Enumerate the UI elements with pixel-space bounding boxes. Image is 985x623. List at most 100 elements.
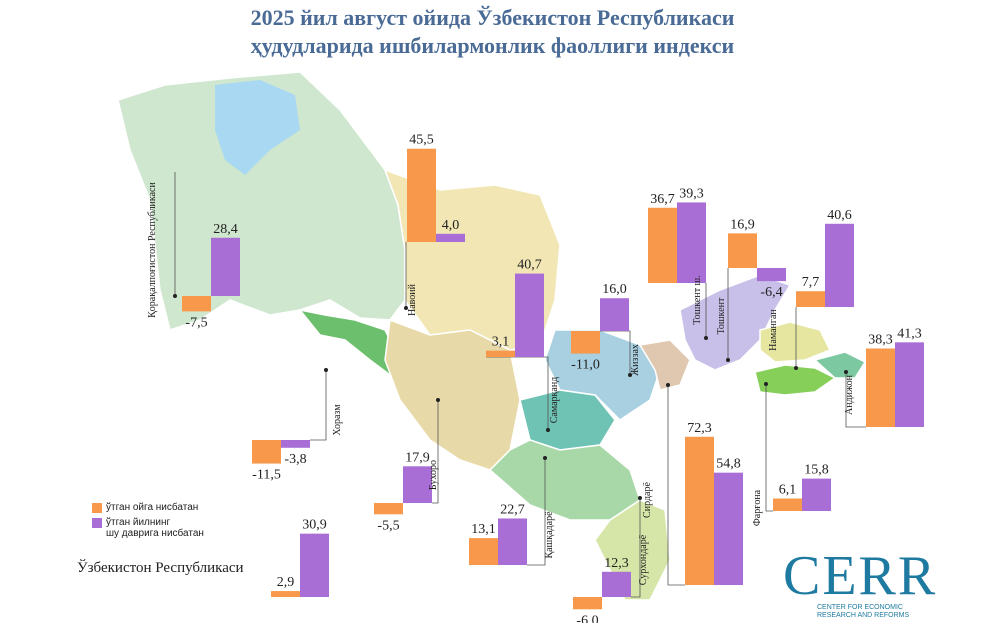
logo-line2: RESEARCH AND REFORMS — [817, 612, 910, 619]
data-label: 39,3 — [679, 186, 704, 201]
data-label: -7,5 — [185, 315, 207, 330]
region-name: Фарғона — [752, 489, 763, 526]
region-name: Қорақалпоғистон Республикаси — [147, 182, 158, 318]
legend-item-year: ўтган йилнинг шу даврига нисбатан — [92, 517, 204, 539]
bar-year — [498, 518, 527, 565]
data-label: -6,4 — [760, 285, 782, 300]
cerr-logo: CERR CENTER FOR ECONOMIC RESEARCH AND RE… — [783, 548, 958, 619]
data-label: 3,1 — [492, 335, 510, 350]
bar-group: 6,1 15,8 Фарғона — [752, 463, 831, 526]
legend-item-month: ўтган ойга нисбатан — [92, 502, 204, 513]
region-marker — [324, 368, 328, 372]
bar-year — [895, 342, 924, 427]
region-name: Сирдарё — [642, 482, 653, 518]
bar-month — [571, 331, 600, 354]
region-name: Сурхондарё — [638, 534, 649, 585]
map-region-andijan — [813, 351, 867, 379]
bar-month — [648, 207, 677, 283]
data-label: 16,9 — [730, 217, 755, 232]
bar-year — [714, 472, 743, 585]
bar-month — [796, 291, 825, 307]
leader-line — [432, 400, 439, 504]
data-label: 4,0 — [442, 218, 460, 233]
bar-group: 72,3 54,8 Сирдарё — [642, 421, 743, 585]
bar-year — [677, 202, 706, 283]
region-marker — [543, 456, 547, 460]
leader-line — [527, 458, 546, 566]
bar-month — [728, 233, 757, 268]
legend-label-month: ўтган ойга нисбатан — [106, 502, 199, 513]
bar-year — [515, 273, 544, 357]
data-label: 2,9 — [277, 575, 295, 590]
bar-month — [182, 296, 211, 312]
bar-group: 2,9 30,9 — [271, 518, 329, 597]
data-label: -6,0 — [576, 613, 598, 623]
bar-month — [773, 498, 802, 511]
region-marker — [546, 428, 550, 432]
legend-label-year: ўтган йилнинг шу даврига нисбатан — [106, 517, 204, 539]
bar-group: 3,1 40,7 Самарқанд — [486, 258, 560, 424]
bar-year — [600, 298, 629, 331]
region-marker — [404, 306, 408, 310]
region-name: Наманган — [768, 309, 779, 351]
data-label: 40,7 — [517, 258, 542, 273]
bar-group: 38,3 41,3 Андижон — [844, 326, 924, 427]
leader-line — [845, 372, 866, 428]
legend-label-year-line1: ўтган йилнинг — [106, 517, 171, 528]
region-marker — [173, 294, 177, 298]
bar-month — [252, 440, 281, 464]
map-region-karakalpakstan — [117, 71, 406, 331]
data-label: 36,7 — [650, 192, 675, 207]
data-label: 17,9 — [405, 450, 430, 465]
region-marker — [764, 382, 768, 386]
chart-title: 2025 йил август ойида Ўзбекистон Республ… — [0, 4, 985, 60]
leader-line — [310, 370, 327, 441]
bar-year — [825, 223, 854, 307]
legend-swatch-purple — [92, 518, 102, 528]
bar-month — [486, 350, 515, 357]
leader-line — [631, 498, 641, 598]
map-region-kashkadarya — [488, 439, 641, 521]
data-label: -11,5 — [252, 468, 281, 483]
data-label: 54,8 — [716, 457, 741, 472]
region-marker — [638, 496, 642, 500]
uzbekistan-map — [117, 71, 867, 601]
bar-year — [802, 478, 831, 511]
chart-title-line1: 2025 йил август ойида Ўзбекистон Республ… — [250, 5, 735, 30]
region-name: Навоий — [407, 283, 418, 316]
map-region-syrdarya — [638, 339, 691, 391]
leader-line — [765, 384, 773, 512]
data-label: 40,6 — [827, 208, 852, 223]
data-label: 41,3 — [897, 326, 922, 341]
leader-line — [667, 385, 685, 586]
region-marker — [628, 373, 632, 377]
region-marker — [666, 383, 670, 387]
data-label: 72,3 — [687, 421, 712, 436]
region-name: Хоразм — [332, 404, 343, 436]
bar-month — [374, 503, 403, 515]
bar-group: 36,7 39,3 Тошкент ш. — [648, 186, 706, 325]
bar-month — [271, 591, 300, 597]
region-name: Тошкент ш. — [692, 275, 703, 325]
region-name: Самарқанд — [549, 377, 560, 424]
bar-groups: -7,5 28,4 Қорақалпоғистон Республикаси 45,5… — [147, 133, 924, 623]
data-label: -11,0 — [571, 358, 600, 373]
data-label: 12,3 — [604, 556, 629, 571]
bar-group: 16,9 -6,4 Тошкент — [716, 217, 786, 334]
data-label: 13,1 — [471, 522, 496, 537]
region-marker — [726, 358, 730, 362]
data-label: 7,7 — [802, 275, 820, 290]
bar-year — [403, 466, 432, 503]
data-label: 15,8 — [804, 463, 829, 478]
bar-group: -11,5-3,8 Хоразм — [252, 404, 343, 483]
region-name: Бухоро — [428, 460, 439, 490]
bar-month — [407, 148, 436, 242]
bar-year — [436, 233, 465, 242]
data-label: 28,4 — [213, 222, 238, 237]
data-label: 45,5 — [409, 133, 434, 148]
bar-month — [469, 538, 498, 565]
bar-month — [685, 436, 714, 585]
legend: ўтган ойга нисбатан ўтган йилнинг шу дав… — [92, 502, 204, 543]
